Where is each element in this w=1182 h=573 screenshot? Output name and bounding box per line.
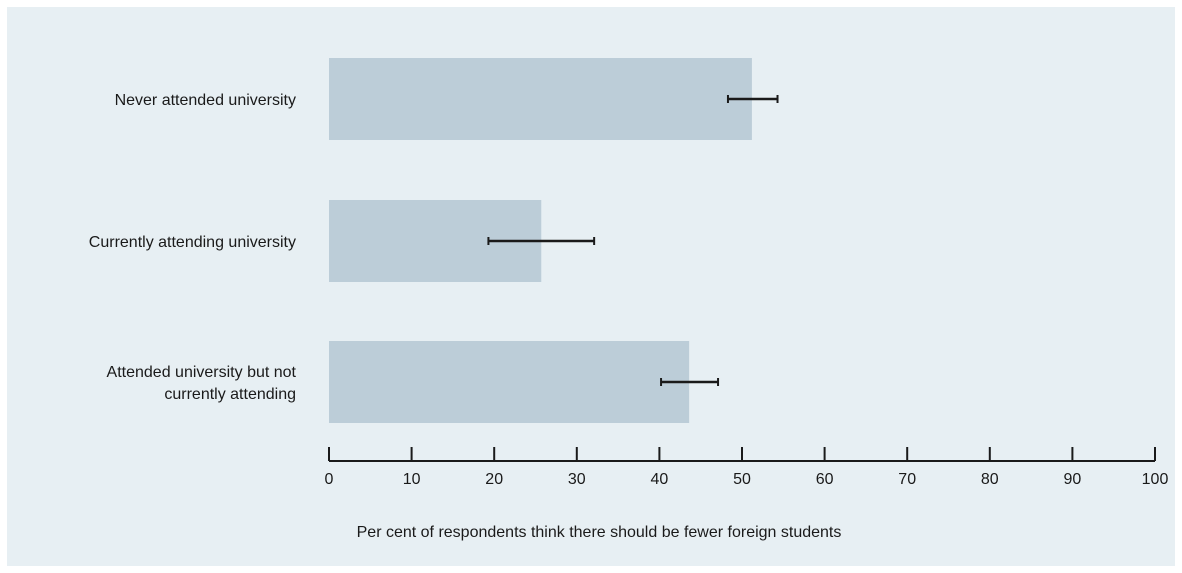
x-tick-label-9: 90 <box>1064 471 1082 488</box>
x-tick-label-5: 50 <box>733 471 751 488</box>
x-tick-label-0: 0 <box>325 471 334 488</box>
x-tick-label-8: 80 <box>981 471 999 488</box>
x-axis-title: Per cent of respondents think there shou… <box>357 524 842 541</box>
category-label-1: Currently attending university <box>89 234 296 251</box>
x-tick-label-2: 20 <box>485 471 503 488</box>
error-bar-1 <box>487 237 596 245</box>
x-tick-label-10: 100 <box>1142 471 1169 488</box>
error-bar-2 <box>660 378 720 386</box>
category-label-line: Currently attending university <box>89 234 296 251</box>
bar-2 <box>329 341 690 423</box>
category-label-line: Attended university but not <box>107 364 297 381</box>
x-tick-label-1: 10 <box>403 471 421 488</box>
x-tick-label-6: 60 <box>816 471 834 488</box>
x-tick-label-7: 70 <box>898 471 916 488</box>
category-label-2: Attended university but not currently att… <box>107 364 297 403</box>
category-label-0: Never attended university <box>115 92 296 109</box>
x-axis: 0 10 20 30 40 50 60 70 80 90 100 <box>325 447 1169 488</box>
error-bar-0 <box>726 95 779 103</box>
category-label-line: currently attending <box>164 386 296 403</box>
bar-0 <box>329 58 752 140</box>
category-label-line: Never attended university <box>115 92 296 109</box>
x-tick-label-4: 40 <box>651 471 669 488</box>
category-labels: Never attended university Currently atten… <box>89 92 297 403</box>
error-bars-layer <box>487 95 779 386</box>
x-tick-label-3: 30 <box>568 471 586 488</box>
